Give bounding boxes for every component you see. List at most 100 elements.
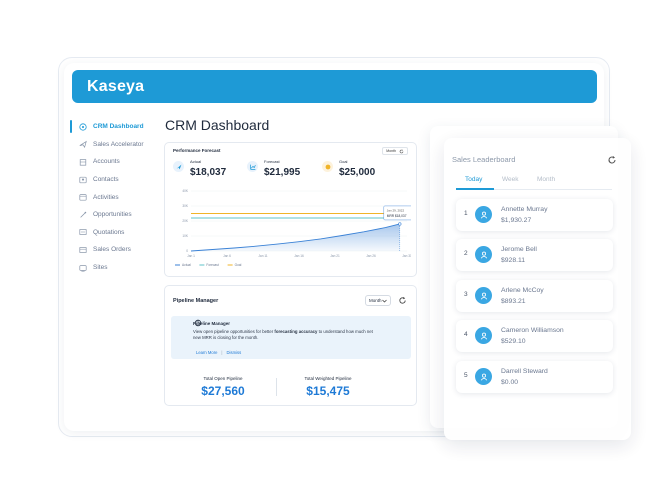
x-tick-label: Jan 21 <box>330 254 340 258</box>
leaderboard-rank: 3 <box>464 291 468 298</box>
sidebar-item-contacts[interactable]: Contacts <box>70 171 160 189</box>
y-tick-label: 40K <box>182 189 189 193</box>
x-tick-label: Jan 31 <box>402 254 411 258</box>
link-separator: | <box>221 350 223 355</box>
x-tick-label: Jan 16 <box>294 254 304 258</box>
sidebar-item-opportunities[interactable]: Opportunities <box>70 206 160 224</box>
tab-month[interactable]: Month <box>537 176 556 183</box>
total-value: $27,560 <box>201 384 245 398</box>
kpi-label: Forecast <box>264 159 280 164</box>
kpi-value: $21,995 <box>264 167 301 178</box>
dismiss-link[interactable]: Dismiss <box>226 350 242 355</box>
sidebar-item-label: Contacts <box>93 176 119 184</box>
sidebar-item-quotations[interactable]: Quotations <box>70 224 160 242</box>
period-select[interactable]: Month <box>382 147 408 155</box>
notice-text-pre: View open pipeline opportunities for bet… <box>193 329 275 334</box>
kpi-label: Actual <box>190 159 202 164</box>
pipeline-notice: Pipeline Manager View open pipeline oppo… <box>171 316 411 359</box>
leaderboard-amount: $0.00 <box>501 379 519 386</box>
learn-more-link[interactable]: Learn More <box>196 350 218 355</box>
refresh-icon[interactable] <box>399 149 404 154</box>
avatar <box>475 327 492 344</box>
pipeline-period-value: Month <box>369 298 382 303</box>
x-tick-label: Jan 11 <box>258 254 268 258</box>
refresh-icon[interactable] <box>398 296 407 305</box>
leaderboard-name: Jerome Bell <box>501 246 537 253</box>
active-tab-indicator <box>456 188 494 190</box>
kpi-value: $18,037 <box>190 167 227 178</box>
sidebar-item-label: Sales Accelerator <box>93 140 144 148</box>
leaderboard-name: Annette Murray <box>501 206 548 213</box>
pipeline-title: Pipeline Manager <box>173 298 219 304</box>
sidebar-item-accounts[interactable]: Accounts <box>70 153 160 171</box>
avatar <box>475 206 492 223</box>
leaderboard-amount: $893.21 <box>501 298 526 305</box>
goal-icon <box>322 161 333 172</box>
sidebar-item-sites[interactable]: Sites <box>70 259 160 277</box>
totals-divider <box>276 378 277 396</box>
tab-today[interactable]: Today <box>465 176 483 183</box>
rocket-icon <box>173 161 184 172</box>
user-icon <box>480 373 487 380</box>
leaderboard-amount: $529.10 <box>501 338 526 345</box>
rocket-icon <box>79 140 87 149</box>
contacts-icon <box>79 176 87 184</box>
dashboard-icon <box>79 123 87 131</box>
pipeline-period-select[interactable]: Month <box>365 295 391 306</box>
leaderboard-name: Arlene McCoy <box>501 287 544 294</box>
y-tick-label: 0 <box>186 249 188 253</box>
kpi-goal: Goal $25,000 <box>322 159 375 178</box>
user-icon <box>480 211 487 218</box>
leaderboard-name: Darrell Steward <box>501 368 548 375</box>
legend-label: Forecast <box>206 263 219 267</box>
actual-area <box>191 223 400 251</box>
leaderboard-row[interactable]: 2 Jerome Bell $928.11 <box>456 239 613 271</box>
y-tick-label: 10K <box>182 234 189 238</box>
leaderboard-rank: 4 <box>464 331 468 338</box>
user-icon <box>480 251 487 258</box>
sidebar-item-activities[interactable]: Activities <box>70 188 160 206</box>
user-icon <box>480 292 487 299</box>
top-bar: Kaseya <box>72 70 597 103</box>
legend-label: Actual <box>182 263 191 267</box>
sidebar-item-label: Quotations <box>93 228 125 236</box>
x-tick-label: Jan 26 <box>366 254 376 258</box>
tab-week[interactable]: Week <box>502 176 519 183</box>
orders-icon <box>79 246 87 254</box>
sidebar-item-sales-accelerator[interactable]: Sales Accelerator <box>70 136 160 154</box>
leaderboard-row[interactable]: 3 Arlene McCoy $893.21 <box>456 280 613 312</box>
kaseya-logo[interactable]: Kaseya <box>87 78 145 95</box>
avatar <box>475 287 492 304</box>
leaderboard-row[interactable]: 4 Cameron Williamson $529.10 <box>456 320 613 352</box>
quotation-icon <box>79 228 87 236</box>
notice-links: Learn More | Dismiss <box>196 350 241 355</box>
sidebar-item-label: Activities <box>93 193 119 201</box>
refresh-icon[interactable] <box>607 155 617 165</box>
user-icon <box>480 332 487 339</box>
building-icon <box>79 158 87 166</box>
y-tick-label: 30K <box>182 204 189 208</box>
avatar <box>475 246 492 263</box>
leaderboard-tabs: Today Week Month <box>456 176 612 190</box>
leaderboard-row[interactable]: 1 Annette Murray $1,930.27 <box>456 199 613 231</box>
sidebar-item-label: Accounts <box>93 158 120 166</box>
total-label: Total Open Pipeline <box>203 376 243 381</box>
performance-forecast-card: Performance Forecast Month Actual $18,03… <box>164 142 417 277</box>
leaderboard-rank: 5 <box>464 372 468 379</box>
series-line-actual <box>190 223 400 252</box>
leaderboard-title: Sales Leaderboard <box>452 155 516 164</box>
notice-text: View open pipeline opportunities for bet… <box>193 329 373 341</box>
leaderboard-rank: 2 <box>464 250 468 257</box>
sidebar-item-label: Sales Orders <box>93 246 131 254</box>
legend-label: Goal <box>235 263 242 267</box>
notice-title: Pipeline Manager <box>193 321 231 326</box>
kpi-value: $25,000 <box>339 167 376 178</box>
tooltip-date: Jan 29, 2022 <box>387 208 405 212</box>
total-open-pipeline: Total Open Pipeline $27,560 <box>193 376 253 398</box>
tooltip-box <box>383 205 411 221</box>
leaderboard-row[interactable]: 5 Darrell Steward $0.00 <box>456 361 613 393</box>
sidebar-item-label: Opportunities <box>93 211 132 219</box>
sidebar-item-crm-dashboard[interactable]: CRM Dashboard <box>70 118 160 136</box>
sidebar-item-sales-orders[interactable]: Sales Orders <box>70 241 160 259</box>
